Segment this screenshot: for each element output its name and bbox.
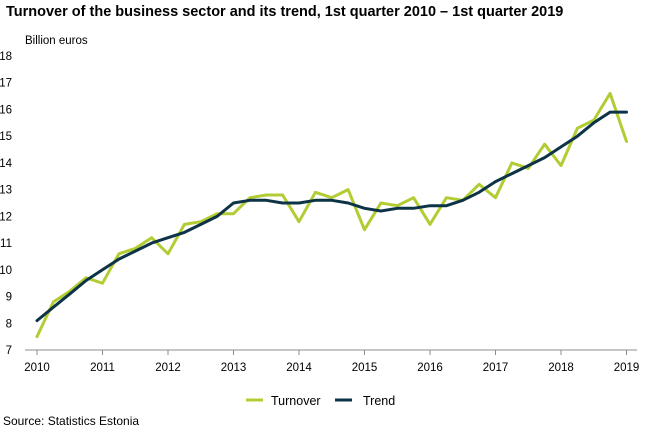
y-tick-label: 17 bbox=[0, 78, 12, 90]
x-tick-label: 2011 bbox=[90, 362, 115, 374]
y-tick-label: 7 bbox=[6, 345, 12, 357]
x-axis: 2010 2011 2012 2013 2014 2015 2016 2017 2018 2019 bbox=[24, 349, 640, 374]
legend: Turnover Trend bbox=[246, 394, 395, 408]
series-line-turnover bbox=[35, 91, 628, 339]
series-lines bbox=[35, 91, 628, 339]
y-tick-label: 12 bbox=[0, 211, 12, 223]
x-tick-label: 2016 bbox=[417, 362, 443, 374]
y-tick-label: 16 bbox=[0, 104, 12, 116]
x-tick-label: 2013 bbox=[221, 362, 247, 374]
y-tick-label: 14 bbox=[0, 158, 13, 170]
y-tick-label: 18 bbox=[0, 51, 12, 63]
legend-label-turnover: Turnover bbox=[271, 394, 321, 408]
x-tick-label: 2018 bbox=[548, 362, 574, 374]
source-note: Source: Statistics Estonia bbox=[3, 414, 140, 428]
y-tick-label: 15 bbox=[0, 131, 12, 143]
legend-label-trend: Trend bbox=[363, 394, 395, 408]
x-tick-label: 2010 bbox=[24, 362, 50, 374]
y-axis: 7 8 9 10 11 12 13 14 15 16 17 18 bbox=[0, 51, 13, 357]
x-tick-label: 2014 bbox=[286, 362, 312, 374]
y-tick-label: 11 bbox=[0, 238, 12, 250]
x-tick-label: 2012 bbox=[155, 362, 181, 374]
y-tick-label: 10 bbox=[0, 265, 12, 277]
x-tick-label: 2017 bbox=[483, 362, 509, 374]
series-line-trend bbox=[35, 110, 628, 323]
y-tick-label: 8 bbox=[6, 318, 12, 330]
x-tick-label: 2015 bbox=[352, 362, 378, 374]
x-tick-label: 2019 bbox=[614, 362, 640, 374]
chart-title: Turnover of the business sector and its … bbox=[6, 4, 564, 20]
y-tick-label: 13 bbox=[0, 185, 12, 197]
y-axis-label: Billion euros bbox=[25, 35, 88, 47]
y-tick-label: 9 bbox=[6, 292, 12, 304]
